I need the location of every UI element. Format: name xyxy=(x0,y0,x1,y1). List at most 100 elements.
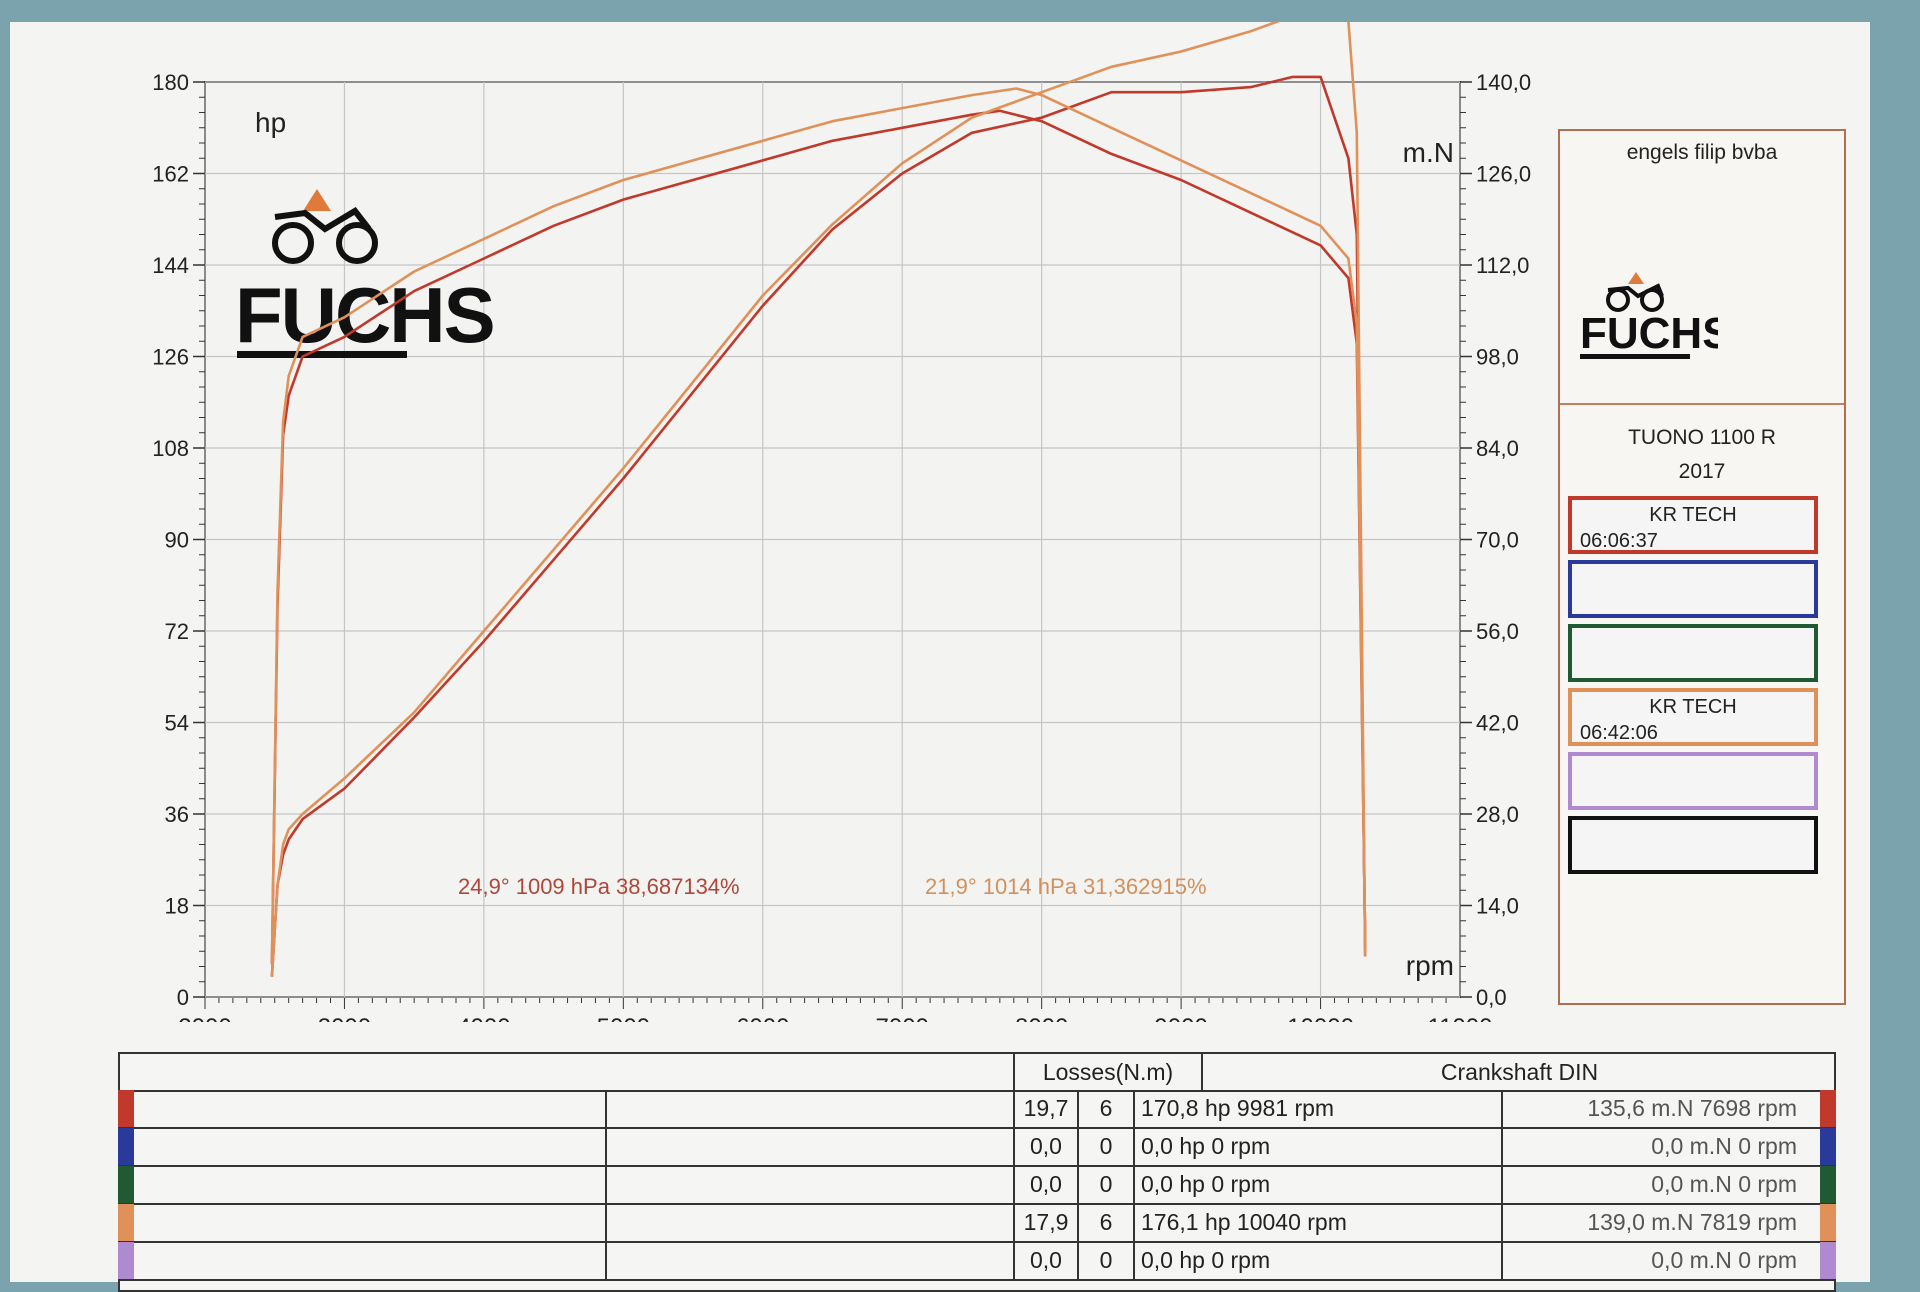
slot-time: 06:06:37 xyxy=(1580,530,1658,552)
legend-slot xyxy=(1568,816,1818,874)
legend-panel: engels filip bvba FUCHS TUONO 1100 R 201… xyxy=(1558,129,1846,1005)
table-header: Losses(N.m) Crankshaft DIN xyxy=(120,1054,1834,1092)
row-color-swatch xyxy=(118,1166,134,1203)
row-peak-power: 0,0 hp 0 rpm xyxy=(1133,1242,1501,1279)
legend-slot xyxy=(1568,624,1818,682)
row-peak-power: 0,0 hp 0 rpm xyxy=(1133,1128,1501,1165)
row-color-swatch xyxy=(118,1128,134,1165)
row-gear: 6 xyxy=(1077,1090,1133,1127)
logo-underline xyxy=(237,351,407,358)
legend-slot: KR TECH 06:06:37 xyxy=(1568,496,1818,554)
row-blank-cell xyxy=(605,1090,1013,1127)
left-tick-label: 18 xyxy=(165,894,189,919)
left-tick-label: 144 xyxy=(152,253,189,278)
row-peak-power: 0,0 hp 0 rpm xyxy=(1133,1166,1501,1203)
torque-curve xyxy=(270,87,1367,965)
right-tick-label: 70,0 xyxy=(1476,528,1519,553)
row-peak-power: 170,8 hp 9981 rpm xyxy=(1133,1090,1501,1127)
row-color-swatch xyxy=(118,1090,134,1127)
row-gear: 0 xyxy=(1077,1242,1133,1279)
right-tick-label: 112,0 xyxy=(1476,253,1529,278)
row-color-swatch-right xyxy=(1820,1166,1836,1203)
logo-small-bike xyxy=(1607,283,1664,299)
x-tick-label: 9000 xyxy=(1154,1014,1207,1022)
x-tick-label: 2000 xyxy=(178,1014,231,1022)
logo-wheel-front xyxy=(272,222,314,264)
left-tick-label: 36 xyxy=(165,802,189,827)
logo-small-underline xyxy=(1580,354,1690,359)
x-axis-label: rpm xyxy=(1406,950,1454,981)
row-peak-torque: 0,0 m.N 0 rpm xyxy=(1501,1242,1801,1279)
left-tick-label: 0 xyxy=(177,985,189,1010)
x-tick-label: 4000 xyxy=(457,1014,510,1022)
model-year: 2017 xyxy=(1678,460,1726,483)
logo-text: FUCHS xyxy=(235,271,494,359)
left-tick-label: 126 xyxy=(152,345,189,370)
logo-small-text: FUCHS xyxy=(1580,309,1718,358)
left-axis-label: hp xyxy=(255,107,286,138)
row-peak-torque: 139,0 m.N 7819 rpm xyxy=(1501,1204,1801,1241)
right-axis-label: m.N xyxy=(1403,137,1454,168)
row-losses: 0,0 xyxy=(1013,1166,1077,1203)
row-color-swatch xyxy=(118,1242,134,1279)
torque-curve xyxy=(270,109,1367,965)
row-color-swatch xyxy=(118,1204,134,1241)
results-table: Losses(N.m) Crankshaft DIN 19,7 6 170,8 hp… xyxy=(118,1052,1836,1292)
slot-label: KR TECH xyxy=(1649,504,1737,526)
power-curve xyxy=(270,22,1367,977)
row-blank-cell xyxy=(605,1166,1013,1203)
dyno-chart: 2000 3000 4000 5000 6000 7000 8000 9000 10000 110… xyxy=(152,22,1531,1022)
table-row: 0,0 0 0,0 hp 0 rpm 0,0 m.N 0 rpm xyxy=(118,1128,1836,1167)
right-tick-label: 0,0 xyxy=(1476,985,1507,1010)
row-peak-torque: 0,0 m.N 0 rpm xyxy=(1501,1128,1801,1165)
header-crankshaft: Crankshaft DIN xyxy=(1440,1059,1599,1085)
row-losses: 17,9 xyxy=(1013,1204,1077,1241)
logo-small-wheel-front xyxy=(1606,288,1630,312)
row-peak-torque: 0,0 m.N 0 rpm xyxy=(1501,1166,1801,1203)
x-tick-label: 11000 xyxy=(1428,1014,1493,1022)
legend-slot xyxy=(1568,752,1818,810)
legend-company: engels filip bvba xyxy=(1626,141,1778,164)
row-blank-cell xyxy=(605,1128,1013,1165)
slot-label: KR TECH xyxy=(1649,696,1737,718)
row-color-swatch-right xyxy=(1820,1204,1836,1241)
fuchs-logo: FUCHS xyxy=(235,189,496,359)
left-tick-label: 72 xyxy=(165,619,189,644)
x-tick-label: 8000 xyxy=(1015,1014,1068,1022)
row-blank-cell xyxy=(605,1242,1013,1279)
row-losses: 0,0 xyxy=(1013,1128,1077,1165)
right-tick-label: 84,0 xyxy=(1476,436,1519,461)
run1-conditions: 24,9° 1009 hPa 38,687134% xyxy=(458,874,740,899)
run2-conditions: 21,9° 1014 hPa 31,362915% xyxy=(925,874,1207,899)
left-tick-label: 180 xyxy=(152,70,189,95)
left-tick-label: 54 xyxy=(165,711,189,736)
slot-time: 06:42:06 xyxy=(1580,722,1658,744)
right-tick-label: 28,0 xyxy=(1476,802,1519,827)
row-color-swatch-right xyxy=(1820,1128,1836,1165)
x-tick-label: 10000 xyxy=(1287,1014,1354,1022)
right-tick-label: 126,0 xyxy=(1476,162,1531,187)
table-row: 19,7 6 170,8 hp 9981 rpm 135,6 m.N 7698 rpm xyxy=(118,1090,1836,1129)
row-gear: 0 xyxy=(1077,1128,1133,1165)
power-curve xyxy=(270,75,1367,977)
table-row: 17,9 6 176,1 hp 10040 rpm 139,0 m.N 7819 rp… xyxy=(118,1204,1836,1243)
right-tick-label: 42,0 xyxy=(1476,711,1519,736)
logo-wheel-rear xyxy=(336,222,378,264)
model-name: TUONO 1100 R xyxy=(1628,426,1776,449)
header-losses: Losses(N.m) xyxy=(1013,1054,1203,1090)
row-peak-power: 176,1 hp 10040 rpm xyxy=(1133,1204,1501,1241)
table-row: 0,0 0 0,0 hp 0 rpm 0,0 m.N 0 rpm xyxy=(118,1242,1836,1281)
right-tick-label: 140,0 xyxy=(1476,70,1531,95)
logo-triangle xyxy=(303,189,331,211)
dyno-sheet: 2000300040005000600070008000900010000110… xyxy=(10,22,1870,1292)
row-gear: 0 xyxy=(1077,1166,1133,1203)
left-tick-label: 108 xyxy=(152,436,189,461)
row-gear: 6 xyxy=(1077,1204,1133,1241)
x-tick-label: 5000 xyxy=(597,1014,650,1022)
row-color-swatch-right xyxy=(1820,1242,1836,1279)
fuchs-logo-small: FUCHS xyxy=(1580,272,1718,359)
left-tick-label: 162 xyxy=(152,162,189,187)
legend-slot xyxy=(1568,560,1818,618)
row-losses: 19,7 xyxy=(1013,1090,1077,1127)
logo-bike xyxy=(274,207,372,233)
